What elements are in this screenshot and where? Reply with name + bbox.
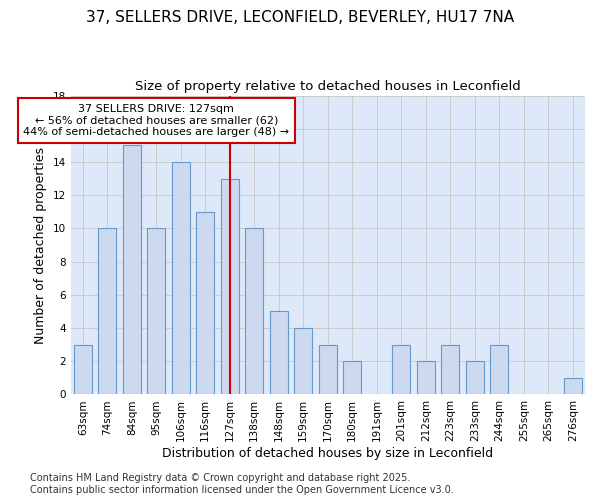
Text: 37, SELLERS DRIVE, LECONFIELD, BEVERLEY, HU17 7NA: 37, SELLERS DRIVE, LECONFIELD, BEVERLEY,… — [86, 10, 514, 25]
Bar — [221, 178, 239, 394]
Bar — [563, 378, 582, 394]
Bar — [172, 162, 190, 394]
Bar — [269, 312, 288, 394]
Y-axis label: Number of detached properties: Number of detached properties — [34, 146, 47, 344]
Bar — [319, 344, 337, 395]
Bar — [441, 344, 460, 395]
Bar — [466, 361, 484, 394]
Bar — [294, 328, 313, 394]
Bar — [392, 344, 410, 395]
Title: Size of property relative to detached houses in Leconfield: Size of property relative to detached ho… — [135, 80, 521, 93]
Bar — [196, 212, 214, 394]
Bar — [98, 228, 116, 394]
Text: Contains HM Land Registry data © Crown copyright and database right 2025.
Contai: Contains HM Land Registry data © Crown c… — [30, 474, 454, 495]
Bar — [122, 146, 141, 394]
Bar — [490, 344, 508, 395]
X-axis label: Distribution of detached houses by size in Leconfield: Distribution of detached houses by size … — [162, 447, 493, 460]
Bar — [147, 228, 166, 394]
Bar — [74, 344, 92, 395]
Bar — [245, 228, 263, 394]
Bar — [343, 361, 361, 394]
Text: 37 SELLERS DRIVE: 127sqm
← 56% of detached houses are smaller (62)
44% of semi-d: 37 SELLERS DRIVE: 127sqm ← 56% of detach… — [23, 104, 289, 137]
Bar — [416, 361, 435, 394]
